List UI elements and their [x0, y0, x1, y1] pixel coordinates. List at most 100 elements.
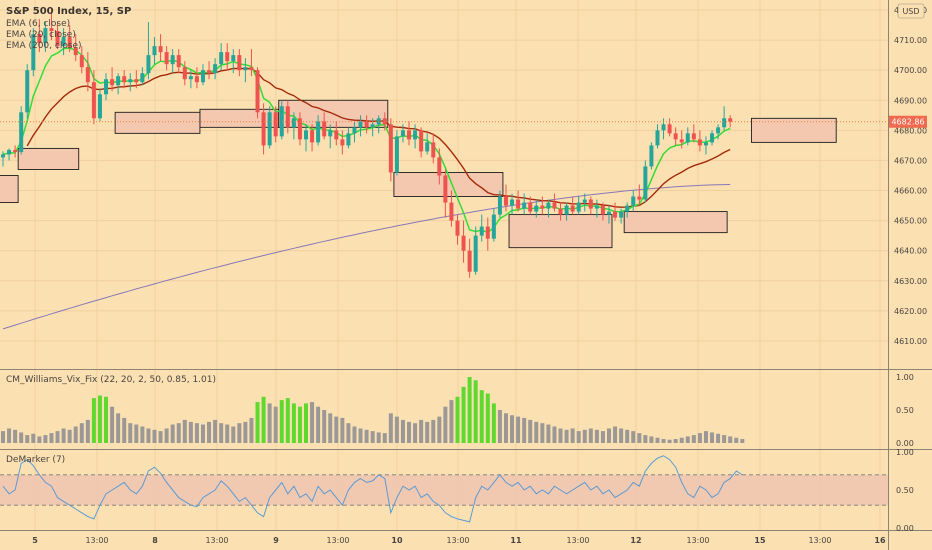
candle-body — [267, 112, 272, 146]
vix-bar — [213, 419, 218, 443]
candle-body — [443, 175, 448, 203]
candle-body — [316, 121, 321, 143]
candle-body — [285, 106, 290, 128]
candle-body — [158, 46, 163, 53]
vix-bar — [588, 428, 593, 443]
vix-tick-label: 0.50 — [896, 406, 914, 415]
vix-bar — [97, 395, 102, 443]
vix-bar — [340, 417, 345, 443]
candle-body — [691, 133, 696, 140]
candle-body — [225, 52, 230, 62]
candle-body — [407, 130, 412, 140]
vix-bar — [522, 417, 527, 443]
candle-body — [182, 67, 187, 80]
vix-bar — [625, 429, 630, 443]
vix-bar — [552, 426, 557, 443]
vix-bar — [110, 406, 115, 443]
vix-fix-label[interactable]: CM_Williams_Vix_Fix (22, 20, 2, 50, 0.85… — [6, 375, 216, 385]
vix-bar — [485, 393, 490, 443]
candle-body — [370, 124, 375, 128]
price-tick-label: 4670.00 — [894, 156, 927, 165]
vix-bar — [491, 403, 496, 443]
candle-body — [91, 82, 96, 119]
vix-bar — [152, 429, 157, 443]
vix-bar — [388, 413, 393, 443]
vix-tick-label: 1.00 — [896, 373, 914, 382]
time-axis-label: 13:00 — [446, 536, 469, 545]
vix-bar — [703, 431, 708, 443]
candle-body — [679, 139, 684, 143]
time-axis-label: 9 — [273, 536, 279, 545]
candle-body — [200, 70, 205, 83]
demarker-tick-label: 0.50 — [896, 486, 914, 495]
vix-bar — [122, 417, 127, 443]
ema6-legend[interactable]: EMA (6, close) — [6, 19, 70, 29]
time-axis-label: 12 — [630, 536, 641, 545]
time-axis-label: 13:00 — [205, 536, 228, 545]
vix-bar — [479, 390, 484, 443]
candle-body — [600, 205, 605, 215]
vix-bar — [19, 432, 24, 443]
vix-bar — [25, 435, 30, 443]
demarker-oscillator — [0, 455, 888, 523]
vix-bar — [13, 429, 18, 443]
vix-bar — [104, 396, 109, 443]
time-axis-label: 13:00 — [326, 536, 349, 545]
vix-bar — [546, 424, 551, 443]
candle-body — [79, 55, 84, 68]
candle-body — [19, 112, 24, 153]
zone-box — [393, 172, 504, 197]
demarker-label[interactable]: DeMarker (7) — [6, 455, 65, 465]
symbol-legend[interactable]: S&P 500 Index, 15, SP — [6, 6, 131, 17]
candle-body — [582, 199, 587, 203]
candle-body — [73, 47, 78, 56]
vix-bar — [564, 429, 569, 443]
candle-body — [237, 55, 242, 71]
candle-body — [619, 211, 624, 218]
currency-button[interactable] — [897, 3, 925, 19]
vix-bar — [722, 435, 727, 443]
vix-bar — [134, 424, 139, 443]
candle-body — [176, 55, 181, 68]
vix-bar — [164, 428, 169, 443]
vix-bar — [740, 439, 745, 443]
candle-body — [43, 28, 48, 44]
vix-bar — [291, 403, 296, 443]
candle-body — [461, 235, 466, 251]
vix-bar — [128, 423, 133, 443]
vix-bar — [79, 423, 84, 443]
ema20-legend[interactable]: EMA (20, close) — [6, 30, 76, 40]
ema200-legend[interactable]: EMA (200, close) — [6, 41, 82, 51]
vix-bar — [661, 439, 666, 443]
vix-bar — [7, 428, 12, 443]
candle-body — [528, 202, 533, 212]
vix-bar — [716, 433, 721, 443]
vix-bar — [528, 419, 533, 443]
vix-bar — [419, 419, 424, 443]
vix-bar — [516, 416, 521, 443]
demarker-tick-label: 1.00 — [896, 448, 914, 457]
vix-bar — [31, 433, 36, 443]
candle-body — [55, 31, 60, 47]
currency-label: USD — [902, 7, 919, 16]
vix-bar — [370, 431, 375, 443]
candle-body — [249, 67, 254, 71]
vix-bar — [85, 419, 90, 443]
vix-bar — [734, 437, 739, 443]
candle-body — [304, 130, 308, 140]
vix-bar — [382, 433, 387, 443]
candle-body — [164, 52, 169, 65]
time-axis-label: 13:00 — [566, 536, 589, 545]
candle-body — [564, 205, 569, 215]
vix-bar — [400, 419, 405, 443]
vix-fix-histogram — [1, 377, 745, 443]
time-axis-label: 5 — [32, 536, 38, 545]
time-axis-label: 10 — [391, 536, 403, 545]
candle-body — [552, 202, 557, 209]
candle-body — [431, 142, 436, 158]
candle-body — [613, 211, 618, 218]
candle-body — [255, 70, 260, 113]
vix-bar — [55, 431, 60, 443]
vix-bar — [685, 436, 690, 443]
candle-body — [703, 142, 708, 146]
